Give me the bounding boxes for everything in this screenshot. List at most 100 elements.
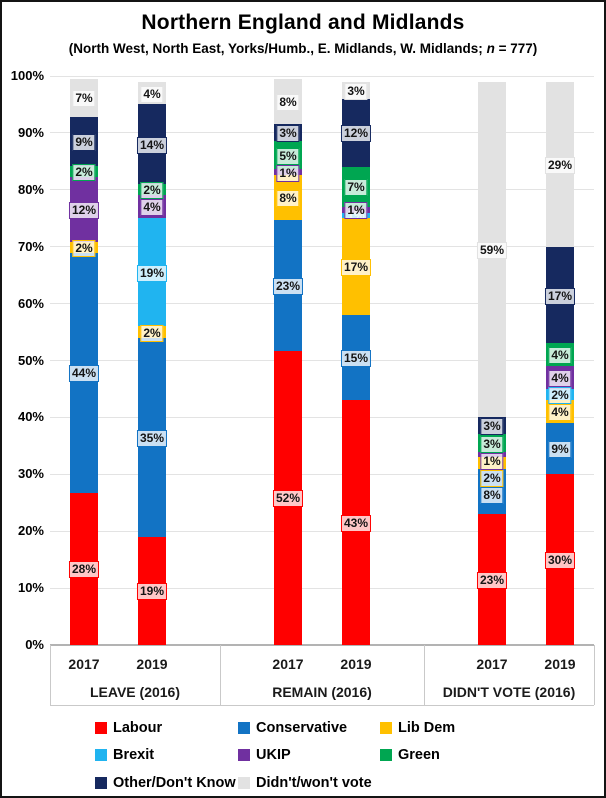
gridline [50, 587, 594, 589]
y-tick-label: 40% [17, 409, 44, 425]
year-tick-label: 2017 [272, 656, 304, 672]
y-tick-label: 90% [17, 124, 44, 140]
y-tick-label: 10% [17, 580, 44, 596]
bar-value-label: 30% [544, 552, 576, 570]
y-tick-label: 50% [17, 352, 44, 368]
y-tick-label: 20% [17, 523, 44, 539]
legend-item: Other/Don't Know [95, 775, 238, 791]
legend-item: Conservative [238, 720, 380, 736]
legend-item: Green [380, 747, 550, 763]
y-tick-label: 60% [17, 295, 44, 311]
bar-value-label: 9% [72, 133, 96, 151]
year-tick-label: 2017 [68, 656, 100, 672]
gridline [50, 473, 594, 475]
legend-item: Lib Dem [380, 720, 550, 736]
bar-value-label: 3% [344, 82, 368, 100]
bar-value-label: 4% [548, 404, 572, 422]
y-tick-label: 0% [25, 637, 44, 652]
bar-value-label: 5% [276, 147, 300, 165]
legend-swatch [95, 776, 107, 789]
gridline [50, 416, 594, 418]
legend-swatch [95, 721, 107, 734]
legend-swatch [238, 721, 250, 734]
legend-label: Lib Dem [398, 719, 456, 736]
y-tick-label: 70% [17, 238, 44, 254]
gridline [50, 75, 594, 77]
bar-value-label: 15% [340, 350, 372, 368]
legend-label: Other/Don't Know [113, 774, 236, 791]
year-tick-label: 2019 [136, 656, 168, 672]
bar-value-label: 7% [72, 90, 96, 108]
bar-value-label: 14% [136, 136, 168, 154]
bar-value-label: 3% [480, 418, 504, 436]
bar-value-label: 1% [276, 164, 300, 182]
category-axis-divider [424, 645, 425, 705]
bar-value-label: 1% [344, 202, 368, 220]
bar-value-label: 8% [276, 93, 300, 111]
legend-item: Didn't/won't vote [238, 775, 380, 791]
legend-swatch [238, 749, 250, 762]
bar-value-label: 9% [548, 441, 572, 459]
legend-item: Labour [95, 720, 238, 736]
year-tick-label: 2019 [340, 656, 372, 672]
legend-swatch [380, 721, 392, 734]
bar-value-label: 19% [136, 264, 168, 282]
legend-label: Brexit [113, 747, 155, 764]
chart-subtitle-count: = 777) [494, 41, 538, 56]
legend-label: Labour [113, 719, 163, 736]
gridline [50, 530, 594, 532]
legend-swatch [380, 749, 392, 762]
bar-value-label: 7% [344, 179, 368, 197]
legend-label: Green [398, 747, 440, 764]
category-axis-divider [594, 645, 595, 705]
category-axis-divider [50, 645, 51, 705]
y-tick-label: 80% [17, 181, 44, 197]
group-axis-label: LEAVE (2016) [90, 684, 180, 700]
bar-value-label: 4% [140, 199, 164, 217]
bar-value-label: 2% [140, 182, 164, 200]
bar-value-label: 17% [544, 287, 576, 305]
bar-value-label: 8% [276, 190, 300, 208]
chart-title: Northern England and Midlands [141, 11, 465, 34]
bar-value-label: 3% [276, 125, 300, 143]
bar-value-label: 19% [136, 583, 168, 601]
bar-value-label: 52% [272, 490, 304, 508]
year-tick-label: 2019 [544, 656, 576, 672]
x-axis-line [50, 644, 594, 646]
bar-value-label: 2% [140, 324, 164, 342]
group-axis-label: DIDN'T VOTE (2016) [442, 684, 576, 700]
gridline [50, 360, 594, 361]
bar-value-label: 2% [480, 469, 504, 487]
bar-value-label: 4% [548, 347, 572, 365]
legend-swatch [238, 776, 250, 789]
bar-value-label: 3% [480, 435, 504, 453]
bar-value-label: 29% [544, 156, 576, 174]
bar-value-label: 59% [476, 242, 508, 260]
year-tick-label: 2017 [476, 656, 508, 672]
category-axis-divider [220, 645, 221, 705]
bar-value-label: 43% [340, 515, 372, 533]
legend-label: Didn't/won't vote [256, 774, 372, 791]
bar-value-label: 12% [68, 201, 100, 219]
bar-value-label: 2% [72, 163, 96, 181]
bar-value-label: 23% [476, 572, 508, 590]
bar-value-label: 23% [272, 277, 304, 295]
y-tick-label: 100% [10, 68, 44, 83]
legend-item: Brexit [95, 747, 238, 763]
category-axis-bottom-line [50, 705, 594, 706]
bar-value-label: 4% [140, 85, 164, 103]
bar-value-label: 44% [68, 365, 100, 383]
gridline [50, 303, 594, 305]
legend-label: Conservative [256, 719, 348, 736]
gridline [50, 189, 594, 191]
group-axis-label: REMAIN (2016) [272, 684, 372, 700]
chart-subtitle-n: n [486, 41, 495, 56]
y-tick-label: 30% [17, 466, 44, 482]
legend-item: UKIP [238, 747, 380, 763]
bar-value-label: 17% [340, 259, 372, 277]
bar-value-label: 4% [548, 370, 572, 388]
chart-subtitle: (North West, North East, Yorks/Humb., E.… [2, 41, 604, 56]
legend: Labour Conservative Lib Dem Brexit UKIP Green… [95, 714, 550, 796]
